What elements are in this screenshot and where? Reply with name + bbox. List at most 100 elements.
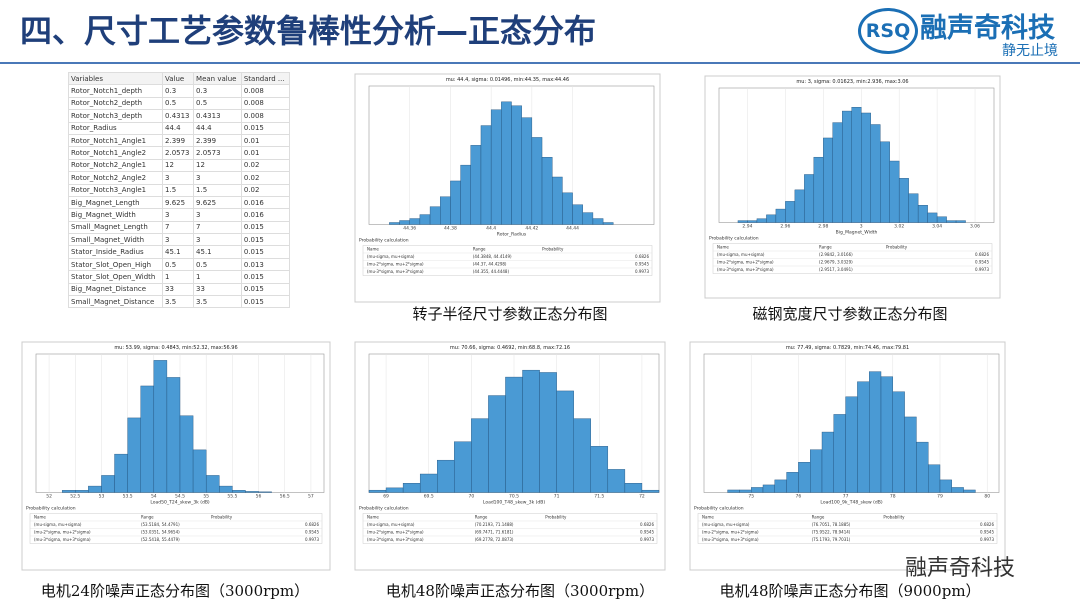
- x-tick-label: 53: [99, 493, 105, 499]
- histogram-bar: [774, 479, 787, 493]
- figure-caption: 转子半径尺寸参数正态分布图: [412, 305, 607, 323]
- table-cell: 7: [162, 220, 195, 235]
- histogram-bar: [842, 110, 852, 223]
- histogram-bar: [892, 391, 905, 493]
- histogram-bar: [539, 372, 557, 493]
- x-tick-label: 53.5: [123, 493, 133, 499]
- histogram-bar: [917, 205, 928, 223]
- x-tick-label: 72: [639, 493, 645, 499]
- probability-header: Name: [717, 245, 729, 250]
- x-tick-label: 79: [937, 493, 943, 499]
- x-tick-label: 55: [203, 493, 209, 499]
- x-tick-label: 3.02: [894, 224, 904, 230]
- probability-header: Range: [819, 245, 832, 250]
- table-row: Stator_Slot_Open_High 0.5 0.5 0.013: [67, 257, 291, 272]
- probability-cell: 0.9545: [975, 260, 989, 265]
- probability-header: Name: [34, 514, 46, 519]
- histogram-bar: [794, 189, 805, 223]
- probability-header: Name: [367, 246, 379, 251]
- histogram-bar: [470, 145, 482, 225]
- histogram-panel: mu: 70.66, sigma: 0.4692, min:68.8, max:…: [354, 341, 666, 600]
- probability-cell: (mu-2*sigma, mu+2*sigma): [367, 261, 424, 266]
- x-axis-label: Load100_T48_skew_3k (dB): [483, 499, 545, 505]
- histogram-bar: [951, 487, 964, 493]
- panel-title: mu: 44.4, sigma: 0.01496, min:44.35, max…: [446, 77, 569, 83]
- histogram-bar: [419, 473, 438, 493]
- x-tick-label: 76: [796, 493, 802, 499]
- table-cell: Rotor_Notch3_Angle1: [67, 183, 164, 197]
- histogram-bar: [61, 490, 76, 493]
- table-cell: 0.02: [240, 158, 291, 173]
- histogram-bar: [389, 222, 400, 225]
- histogram-bar: [898, 178, 909, 223]
- histogram-bar: [573, 418, 591, 493]
- histogram-bar: [751, 487, 764, 493]
- histogram-bar: [904, 416, 917, 493]
- histogram-panel: mu: 77.49, sigma: 0.7829, min:74.46, max…: [689, 341, 1006, 600]
- column-header: Standard ...: [240, 71, 291, 86]
- histogram-bar: [762, 484, 776, 493]
- probability-title: Probability calculation: [359, 505, 409, 511]
- x-tick-label: 2.94: [742, 224, 752, 230]
- x-tick-label: 54.5: [175, 493, 185, 499]
- table-cell: 0.02: [240, 183, 291, 197]
- x-tick-label: 71.5: [594, 493, 604, 499]
- histogram-bar: [385, 487, 404, 493]
- table-row: Rotor_Notch3_depth 0.4313 0.4313 0.008: [67, 109, 291, 123]
- panel-title: mu: 70.66, sigma: 0.4692, min:68.8, max:…: [450, 345, 570, 351]
- column-header: Mean value: [193, 71, 242, 86]
- slide-title: 四、尺寸工艺参数鲁棒性分析—正态分布: [20, 12, 597, 50]
- histogram-bar: [140, 385, 155, 493]
- x-tick-label: 44.38: [444, 225, 457, 231]
- probability-cell: (53.5184, 54.4791): [141, 522, 180, 527]
- probability-cell: 0.6826: [635, 254, 649, 259]
- histogram-bar: [861, 112, 871, 223]
- probability-cell: (mu-2*sigma, mu+2*sigma): [702, 529, 759, 534]
- x-tick-label: 52.5: [70, 493, 80, 499]
- histogram-bar: [641, 489, 660, 493]
- histogram-bar: [488, 395, 506, 493]
- probability-cell: (44.3848, 44.4149): [473, 254, 512, 259]
- histogram-bar: [821, 431, 835, 493]
- histogram-bar: [727, 489, 740, 493]
- x-tick-label: 56.5: [280, 493, 290, 499]
- probability-cell: (mu-2*sigma, mu+2*sigma): [34, 529, 91, 534]
- probability-cell: (mu-sigma, mu+sigma): [34, 522, 82, 527]
- probability-header: Range: [475, 514, 488, 519]
- histogram-bar: [409, 218, 421, 225]
- table-cell: 0.015: [240, 220, 291, 235]
- table-cell: 0.01: [240, 133, 291, 148]
- histogram-bar: [747, 220, 758, 223]
- histogram-bar: [88, 485, 102, 493]
- histogram-bar: [889, 160, 900, 223]
- probability-title: Probability calculation: [26, 505, 76, 511]
- probability-cell: (mu-sigma, mu+sigma): [717, 252, 765, 257]
- table-row: Small_Magnet_Distance 3.5 3.5 0.015: [67, 295, 291, 309]
- probability-header: Probability: [542, 246, 564, 251]
- histogram-bar: [880, 376, 894, 493]
- table-row: Rotor_Notch2_Angle1 12 12 0.02: [67, 158, 291, 173]
- x-tick-label: 80: [984, 493, 990, 499]
- histogram-bar: [908, 193, 919, 223]
- table-cell: 12: [162, 158, 195, 173]
- probability-cell: (76.7051, 78.1885): [812, 522, 851, 527]
- histogram-bar: [963, 489, 976, 493]
- histogram-bar: [810, 449, 823, 493]
- probability-cell: (mu-2*sigma, mu+2*sigma): [367, 529, 424, 534]
- probability-header: Range: [812, 514, 825, 519]
- x-tick-label: 44.44: [566, 225, 579, 231]
- x-tick-label: 70.5: [509, 493, 519, 499]
- probability-cell: (mu-sigma, mu+sigma): [367, 522, 415, 527]
- table-cell: Small_Magnet_Distance: [67, 295, 164, 309]
- probability-cell: (75.1793, 79.7031): [812, 537, 851, 542]
- histogram-bar: [232, 490, 246, 493]
- table-cell: 1.5: [162, 183, 195, 197]
- table-row: Rotor_Notch2_Angle2 3 3 0.02: [67, 171, 291, 185]
- histogram-bar: [928, 464, 941, 493]
- x-tick-label: 2.96: [780, 224, 790, 230]
- probability-title: Probability calculation: [709, 236, 759, 242]
- table-cell: 0.016: [240, 195, 291, 210]
- histogram-bar: [766, 214, 777, 223]
